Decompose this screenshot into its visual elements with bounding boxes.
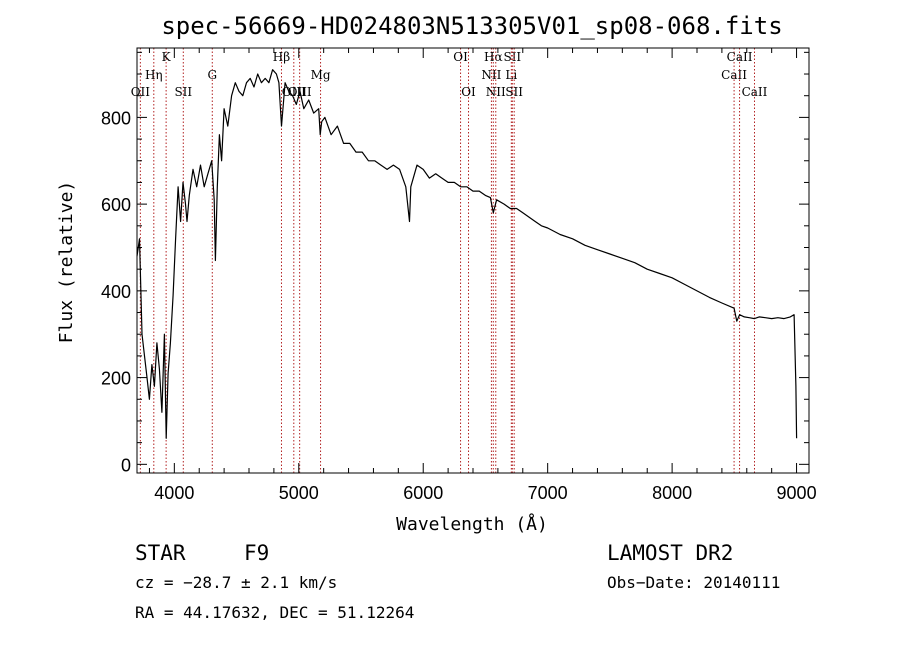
x-tick-label: 6000: [403, 483, 443, 503]
y-tick-label: 0: [121, 455, 131, 475]
obs-date: Obs−Date: 20140111: [607, 573, 780, 592]
spectral-line-label: CaII: [742, 85, 768, 99]
object-class: STAR: [135, 541, 186, 565]
spectrum-series-line: [136, 69, 798, 439]
coordinates-text: RA = 44.17632, DEC = 51.12264: [135, 603, 414, 622]
series-layer: [136, 69, 798, 439]
spectral-line-label: OII: [131, 85, 151, 99]
x-tick-label: 7000: [528, 483, 568, 503]
spectral-line-markers: OIIHηKSIIGHβOIIIOIIIMgOIOINIIHαNIILiSIIS…: [131, 48, 768, 473]
spectral-line-label: SII: [505, 85, 523, 99]
spectral-line-label: SII: [174, 85, 192, 99]
spectral-line-label: NII: [486, 85, 506, 99]
x-tick-label: 8000: [652, 483, 692, 503]
redshift-text: cz = −28.7 ± 2.1 km/s: [135, 573, 337, 592]
spectral-line-label: Hη: [145, 68, 163, 82]
survey-name: LAMOST DR2: [607, 541, 733, 565]
spectral-line-label: OI: [461, 85, 476, 99]
y-tick-label: 200: [101, 369, 131, 389]
plot-frame: [136, 47, 810, 474]
spectral-line-label: CaII: [721, 68, 747, 82]
object-subclass: F9: [244, 541, 269, 565]
spectral-line-label: G: [207, 68, 217, 82]
spectral-line-label: Li: [505, 68, 517, 82]
x-tick-label: 9000: [777, 483, 817, 503]
spectral-line-label: CaII: [727, 50, 753, 64]
y-tick-label: 800: [101, 108, 131, 128]
axes-layer: 4000 5000 6000 7000 8000 9000 0 200 400 600 800: [101, 48, 817, 503]
spectral-line-label: Hβ: [273, 50, 290, 64]
spectral-line-label: NII: [481, 68, 501, 82]
chart-title: spec-56669-HD024803N513305V01_sp08-068.f…: [161, 12, 782, 40]
spectral-line-label: Hα: [484, 50, 503, 64]
spectral-line-label: Mg: [311, 68, 331, 82]
y-tick-label: 600: [101, 195, 131, 215]
x-tick-label: 4000: [154, 483, 194, 503]
spectral-line-label: SII: [503, 50, 521, 64]
spectral-line-label: K: [162, 50, 172, 64]
y-axis-title: Flux (relative): [56, 181, 77, 344]
x-axis-title: Wavelength (Å): [396, 513, 548, 535]
x-tick-label: 5000: [279, 483, 319, 503]
spectral-line-label: OI: [453, 50, 468, 64]
y-tick-label: 400: [101, 282, 131, 302]
